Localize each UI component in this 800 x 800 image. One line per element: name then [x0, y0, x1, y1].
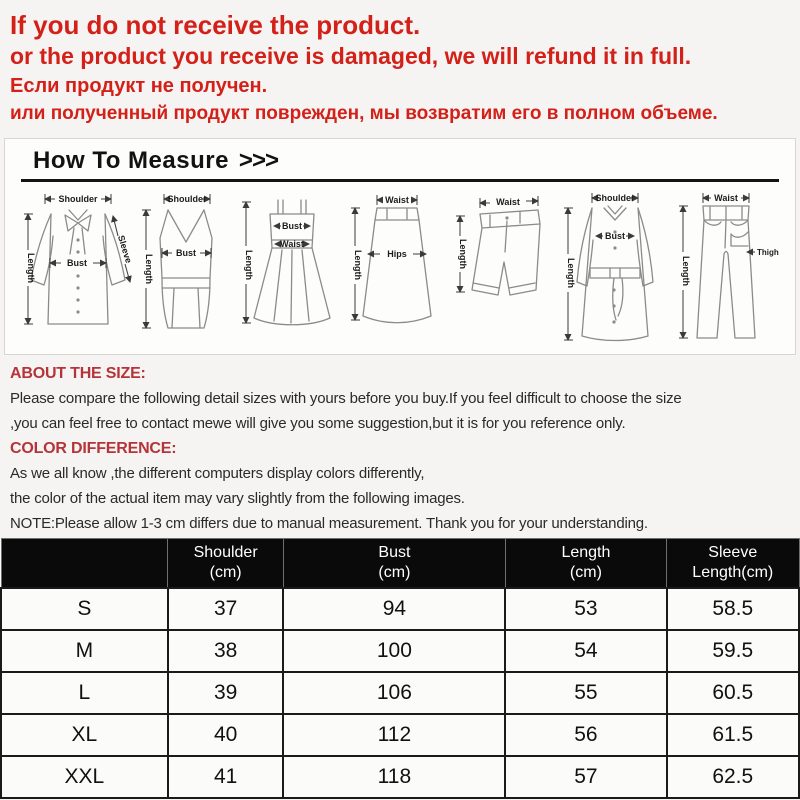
how-to-measure-section: How To Measure >>> Shoulder	[4, 138, 796, 355]
dress-bust-label: Bust	[282, 221, 302, 231]
col-header-bust: Bust (cm)	[282, 538, 506, 589]
size-cell: XL	[0, 713, 169, 757]
measurement-cell: 54	[504, 629, 668, 673]
measurement-cell: 55	[504, 671, 668, 715]
vest-shoulder-label: Shoulder	[168, 194, 207, 204]
blouse-shoulder-label: Shoulder	[58, 194, 97, 204]
measurement-cell: 60.5	[665, 671, 800, 715]
measurement-cell: 40	[166, 713, 285, 757]
measurement-cell: 59.5	[665, 629, 800, 673]
color-difference-line-1: As we all know ,the different computers …	[10, 465, 425, 482]
table-row: M 38 100 54 59.5	[0, 629, 800, 673]
measurement-cell: 58.5	[665, 587, 800, 631]
skirt-waist-label: Waist	[385, 195, 409, 205]
color-difference-line-2: the color of the actual item may vary sl…	[10, 490, 465, 507]
refund-line-en-2: or the product you receive is damaged, w…	[10, 43, 692, 69]
coat-bust-label: Bust	[605, 231, 625, 241]
measurement-cell: 112	[282, 713, 507, 757]
about-size-heading: ABOUT THE SIZE:	[10, 365, 146, 382]
measurement-cell: 56	[504, 713, 668, 757]
size-cell: L	[0, 671, 169, 715]
shorts-length-label: Length	[458, 239, 468, 269]
vest-diagram: Shoulder Bust Length	[142, 194, 213, 329]
skirt-diagram: Waist Hips Length	[350, 195, 432, 324]
coat-diagram: Shoulder Bust	[563, 193, 654, 342]
blouse-bust-label: Bust	[67, 258, 87, 268]
table-row: XXL 41 118 57 62.5	[0, 755, 800, 799]
vest-bust-label: Bust	[176, 248, 196, 258]
pants-thigh-label: Thigh	[757, 248, 779, 257]
pants-waist-label: Waist	[714, 193, 738, 203]
color-difference-heading: COLOR DIFFERENCE:	[10, 440, 177, 457]
chevron-right-icons: >>>	[238, 147, 279, 174]
shorts-waist-label: Waist	[496, 197, 520, 207]
measurement-note: NOTE:Please allow 1-3 cm differs due to …	[10, 515, 648, 532]
measurement-cell: 53	[504, 587, 668, 631]
table-row: XL 40 112 56 61.5	[0, 713, 800, 757]
col-header-shoulder: Shoulder (cm)	[167, 538, 284, 589]
skirt-hips-label: Hips	[387, 249, 407, 259]
shorts-diagram: Waist Length	[456, 196, 541, 296]
measurement-cell: 39	[166, 671, 285, 715]
col-header-length: Length (cm)	[504, 538, 668, 589]
blouse-length-label: Length	[26, 253, 36, 283]
measurement-cell: 37	[166, 587, 285, 631]
refund-line-ru-1: Если продукт не получен.	[10, 75, 268, 97]
measurement-cell: 94	[282, 587, 507, 631]
size-cell: S	[0, 587, 169, 631]
pants-length-label: Length	[681, 256, 691, 286]
col-header-size	[0, 538, 169, 589]
measurement-cell: 41	[166, 755, 285, 799]
coat-length-label: Length	[566, 258, 576, 288]
dress-waist-label: Waist	[280, 239, 304, 249]
measurement-cell: 62.5	[665, 755, 800, 799]
blouse-diagram: Shoulder	[24, 194, 133, 325]
measurement-cell: 38	[166, 629, 285, 673]
refund-line-ru-2: или полученный продукт поврежден, мы воз…	[10, 103, 718, 124]
how-to-measure-title: How To Measure >>>	[33, 147, 781, 175]
table-row: L 39 106 55 60.5	[0, 671, 800, 715]
size-cell: M	[0, 629, 169, 673]
about-size-line-2: ,you can feel free to contact mewe will …	[10, 415, 626, 432]
size-cell: XXL	[0, 755, 169, 799]
vest-length-label: Length	[144, 254, 154, 284]
refund-line-en-1: If you do not receive the product.	[10, 10, 421, 40]
measurement-cell: 100	[282, 629, 507, 673]
garment-diagrams: Shoulder	[19, 190, 781, 350]
dress-diagram: Bust Waist Length	[241, 199, 331, 326]
divider	[21, 179, 779, 182]
notes-section: ABOUT THE SIZE: Please compare the follo…	[0, 355, 800, 536]
measurement-cell: 106	[282, 671, 507, 715]
measurement-cell: 57	[504, 755, 668, 799]
col-header-sleeve-length: Sleeve Length(cm)	[666, 538, 800, 589]
size-table-header: Shoulder (cm) Bust (cm) Length (cm) Sleeve L…	[0, 538, 800, 589]
size-table: Shoulder (cm) Bust (cm) Length (cm) Sleeve L…	[0, 538, 800, 799]
about-size-line-1: Please compare the following detail size…	[10, 390, 682, 407]
skirt-length-label: Length	[353, 250, 363, 280]
measurement-cell: 61.5	[665, 713, 800, 757]
table-row: S 37 94 53 58.5	[0, 587, 800, 631]
pants-diagram: Waist Thigh Length	[678, 193, 779, 339]
title-text: How To Measure	[33, 147, 229, 174]
refund-notice: If you do not receive the product. or th…	[0, 0, 800, 134]
measurement-cell: 118	[282, 755, 507, 799]
coat-shoulder-label: Shoulder	[595, 193, 634, 203]
dress-length-label: Length	[244, 250, 254, 280]
